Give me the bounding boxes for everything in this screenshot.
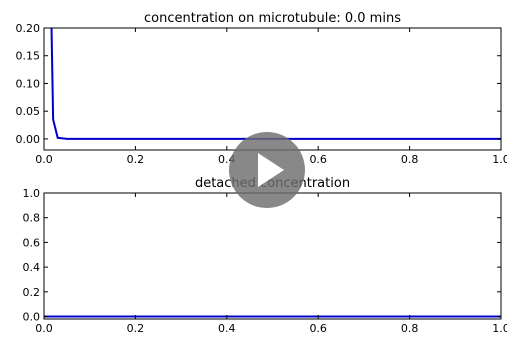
chart-2-ytick-label: 0.2	[23, 286, 41, 299]
chart-2-xtick-label: 0.0	[35, 322, 53, 335]
chart-1-xtick-label: 1.0	[492, 153, 507, 166]
chart-2-xtick-label: 0.4	[218, 322, 236, 335]
chart-2-xtick-label: 0.8	[401, 322, 419, 335]
chart-2-ytick-label: 0.4	[23, 261, 41, 274]
chart-1-title: concentration on microtubule: 0.0 mins	[144, 11, 401, 26]
chart-1-series-line	[50, 28, 501, 140]
play-button[interactable]	[229, 132, 305, 208]
chart-2-xtick-label: 1.0	[492, 322, 507, 335]
chart-2-ytick-label: 0.8	[23, 212, 41, 225]
chart-1-xtick-label: 0.2	[127, 153, 145, 166]
chart-1-xtick-label: 0.0	[35, 153, 53, 166]
chart-2-xtick-label: 0.2	[127, 322, 145, 335]
chart-2-ytick-label: 0.6	[23, 236, 41, 249]
chart-2-frame	[43, 192, 502, 320]
chart-1-xtick-label: 0.8	[401, 153, 419, 166]
chart-1-xtick-label: 0.6	[309, 153, 327, 166]
chart-1-ytick-label: 0.05	[16, 105, 41, 118]
chart-2-ytick-label: 1.0	[23, 187, 41, 200]
play-icon[interactable]	[258, 153, 284, 187]
chart-2-xtick-label: 0.6	[309, 322, 327, 335]
chart-1-ytick-label: 0.15	[16, 50, 41, 63]
chart-1-ytick-label: 0.20	[16, 22, 41, 35]
chart-1-ytick-label: 0.10	[16, 77, 41, 90]
chart-2-ytick-label: 0.0	[23, 311, 41, 324]
chart-1-ytick-label: 0.00	[16, 133, 41, 146]
